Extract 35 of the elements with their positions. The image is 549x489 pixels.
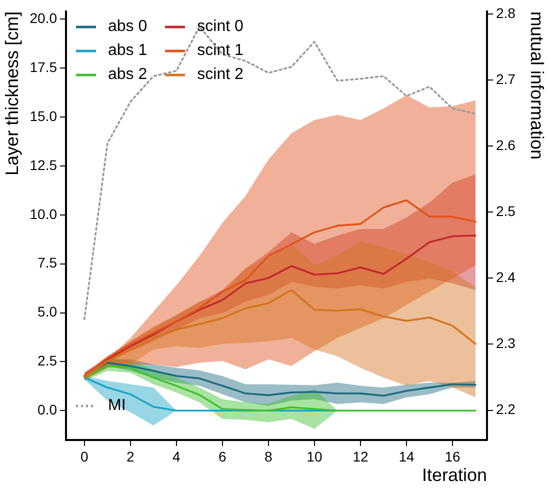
y2-tick-label: 2.5: [496, 203, 516, 220]
y-tick-label: 2.5: [38, 352, 58, 369]
x-axis-title: Iteration: [422, 465, 487, 486]
x-tick-label: 16: [444, 448, 460, 464]
y2-axis-title: mutual information: [527, 11, 548, 160]
x-tick-label: 4: [172, 448, 181, 464]
x-tick-label: 6: [218, 448, 227, 464]
x-tick-label: 8: [264, 448, 273, 464]
x-tick-label: 12: [352, 448, 368, 464]
y2-tick-label: 2.7: [496, 70, 516, 87]
y2-tick-label: 2.3: [496, 335, 516, 352]
legend-label: abs 1: [108, 42, 148, 60]
legend-label: scint 1: [197, 42, 244, 60]
y2-tick-label: 2.4: [496, 269, 516, 286]
legend-label: MI: [108, 397, 126, 415]
y2-tick-label: 2.8: [496, 4, 516, 21]
y2-tick-label: 2.2: [496, 401, 516, 418]
y-tick-label: 17.5: [30, 59, 58, 76]
y-axis-title: Layer thickness [cm]: [2, 11, 22, 176]
legend-label: scint 0: [197, 18, 244, 36]
y-tick-label: 7.5: [38, 254, 58, 271]
y-tick-label: 20.0: [30, 10, 58, 26]
x-tick-label: 10: [306, 448, 322, 464]
y-tick-label: 12.5: [30, 156, 58, 173]
x-tick-label: 0: [80, 448, 89, 464]
x-tick-label: 14: [398, 448, 414, 464]
x-tick-label: 2: [126, 448, 135, 464]
y-tick-label: 15.0: [30, 108, 58, 124]
legend-label: scint 2: [197, 66, 244, 84]
y2-tick-label: 2.6: [496, 136, 516, 153]
y-tick-label: 0.0: [38, 402, 58, 418]
y-tick-label: 10.0: [30, 206, 58, 222]
legend-label: abs 0: [108, 18, 148, 36]
y-tick-label: 5.0: [38, 304, 58, 320]
legend-label: abs 2: [108, 66, 148, 84]
